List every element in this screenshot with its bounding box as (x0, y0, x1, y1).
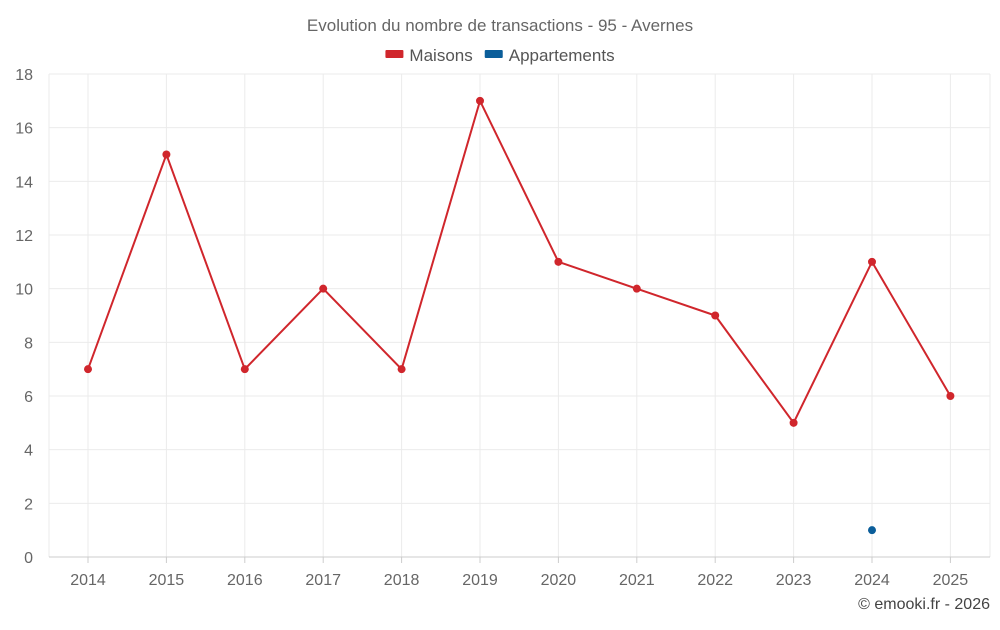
x-tick-label: 2014 (70, 572, 106, 589)
x-tick-label: 2016 (227, 572, 263, 589)
y-axis-ticks: 0 2 4 6 8 10 12 14 16 18 (15, 67, 33, 567)
data-point[interactable] (632, 284, 641, 293)
legend-swatch (385, 50, 404, 58)
y-tick-label: 8 (24, 335, 33, 352)
x-tick-label: 2022 (697, 572, 733, 589)
legend-swatch (484, 50, 503, 58)
grid (48, 73, 991, 557)
y-tick-label: 16 (15, 121, 33, 138)
chart-title: Evolution du nombre de transactions - 95… (307, 16, 693, 35)
x-tick-label: 2021 (619, 572, 655, 589)
data-point[interactable] (946, 392, 955, 400)
legend-item[interactable]: Maisons (385, 46, 473, 65)
series-line (87, 98, 952, 425)
data-point[interactable] (84, 365, 92, 374)
data-point[interactable] (240, 365, 249, 374)
data-point[interactable] (554, 257, 563, 266)
x-tick-label: 2018 (384, 572, 420, 589)
series-appartements (868, 526, 876, 535)
data-point[interactable] (711, 311, 720, 320)
data-point[interactable] (162, 150, 171, 159)
credit-text: © emooki.fr - 2026 (858, 596, 990, 613)
legend-label: Maisons (409, 46, 472, 65)
x-tick-label: 2015 (149, 572, 185, 589)
y-tick-label: 6 (24, 389, 33, 406)
x-tick-label: 2020 (541, 572, 577, 589)
y-tick-label: 2 (24, 496, 33, 513)
data-point[interactable] (789, 418, 798, 427)
legend: Maisons Appartements (385, 46, 615, 65)
x-tick-label: 2017 (305, 572, 341, 589)
x-tick-label: 2023 (776, 572, 812, 589)
y-tick-label: 12 (15, 228, 33, 245)
x-axis-ticks: 2014 2015 2016 2017 2018 2019 2020 2021 2022 2023… (70, 557, 968, 589)
data-point[interactable] (476, 96, 484, 105)
y-tick-label: 0 (24, 550, 33, 567)
series-maisons (84, 96, 955, 427)
x-tick-label: 2019 (462, 572, 498, 589)
data-point[interactable] (868, 257, 876, 266)
y-tick-label: 18 (15, 67, 33, 84)
data-point[interactable] (397, 365, 406, 374)
legend-item[interactable]: Appartements (484, 46, 615, 65)
x-tick-label: 2024 (854, 572, 890, 589)
y-tick-label: 4 (24, 443, 33, 460)
legend-label: Appartements (509, 46, 615, 65)
y-tick-label: 14 (15, 174, 33, 191)
y-tick-label: 10 (15, 282, 33, 299)
data-point[interactable] (319, 284, 328, 293)
x-tick-label: 2025 (933, 572, 969, 589)
series-layer (84, 96, 955, 535)
data-point[interactable] (868, 526, 876, 535)
